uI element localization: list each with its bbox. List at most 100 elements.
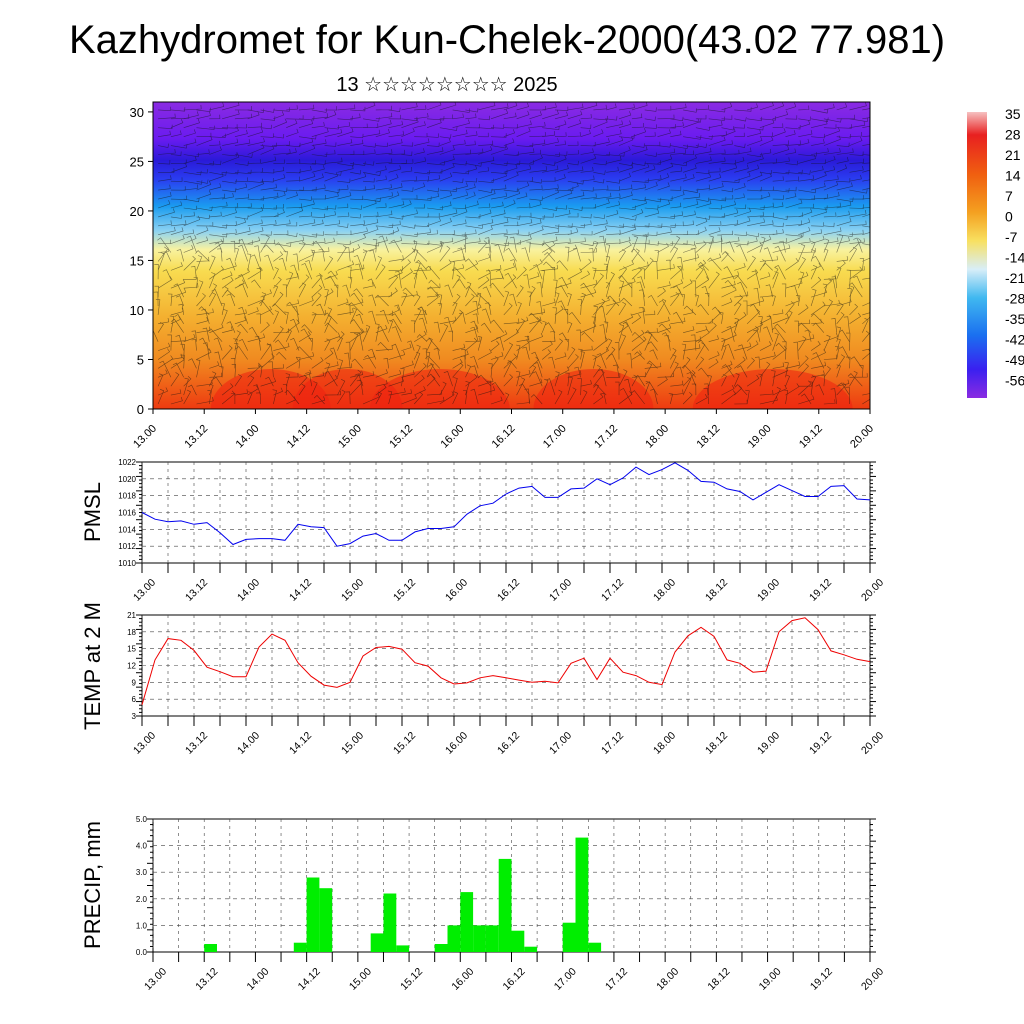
wind-barb: [631, 145, 648, 155]
wind-barb: [593, 273, 604, 289]
wind-barb: [811, 361, 827, 369]
wind-barb: [490, 265, 502, 271]
wind-barb: [401, 292, 408, 307]
wind-barb: [747, 103, 758, 111]
wind-barb: [222, 110, 240, 120]
wind-barb: [375, 256, 383, 271]
x-tick-label: 17.00: [547, 730, 574, 757]
wind-barb: [631, 331, 645, 342]
wind-barb: [682, 377, 692, 396]
wind-barb: [388, 255, 404, 262]
wind-barb: [388, 226, 400, 235]
wind-barb: [631, 122, 645, 128]
wind-barb: [312, 240, 325, 253]
y-tick-label: 6: [132, 695, 137, 704]
wind-barb: [284, 311, 289, 324]
wind-barb: [337, 248, 355, 253]
wind-barb: [292, 306, 300, 324]
x-tick-label: 14.12: [285, 423, 313, 451]
wind-barb: [311, 173, 324, 182]
wind-barb: [452, 232, 466, 237]
wind-barb: [683, 326, 695, 333]
wind-barb: [456, 279, 466, 289]
wind-barb: [758, 373, 763, 387]
wind-barb: [484, 237, 492, 253]
wind-barb: [836, 156, 849, 164]
wind-barb: [503, 171, 519, 182]
wind-barb: [721, 271, 740, 280]
wind-barb: [369, 249, 377, 262]
wind-barb: [606, 129, 622, 137]
wind-barb: [298, 138, 314, 146]
wind-barb: [618, 136, 634, 146]
y-tick-label: 0.0: [136, 948, 148, 957]
wind-barb: [342, 284, 351, 298]
wind-barb: [849, 158, 864, 164]
wind-barb: [529, 154, 543, 164]
x-tick-label: 17.00: [541, 423, 569, 451]
wind-barb: [849, 285, 855, 298]
wind-barb: [622, 321, 633, 333]
wind-barb: [721, 160, 736, 165]
wind-barb: [324, 192, 339, 200]
wind-barb: [567, 212, 579, 218]
wind-barb: [214, 351, 223, 369]
wind-barb: [170, 396, 183, 405]
wind-barb: [482, 286, 492, 298]
wind-barb: [337, 245, 347, 262]
wind-barb: [247, 159, 261, 164]
wind-barb: [337, 212, 350, 218]
wind-barb: [305, 372, 313, 387]
wind-barb: [772, 157, 790, 164]
colorbar-label: -28: [1005, 291, 1024, 307]
wind-barb: [465, 214, 481, 219]
wind-barb: [337, 240, 351, 246]
wind-barb: [636, 281, 645, 298]
wind-barb: [158, 148, 176, 155]
wind-barb: [785, 160, 798, 166]
wind-barb: [580, 345, 593, 351]
wind-barb: [251, 279, 261, 289]
wind-barb: [798, 175, 815, 182]
wind-barb: [670, 167, 683, 173]
wind-barb: [529, 185, 543, 191]
wind-barb: [428, 279, 441, 289]
x-tick-label: 19.12: [807, 577, 834, 604]
wind-barb: [284, 389, 300, 405]
wind-barb: [414, 182, 426, 191]
wind-barb: [426, 375, 436, 387]
wind-barb: [785, 383, 800, 396]
colorbar-label: -7: [1005, 229, 1018, 245]
wind-barb: [222, 228, 237, 235]
wind-barb: [798, 319, 811, 325]
wind-barb: [753, 287, 761, 307]
wind-barb: [763, 247, 773, 262]
precip-panel: 0.01.02.03.04.05.013.00 13.12 14.00 14.12 15…: [80, 815, 886, 993]
wind-barb: [529, 215, 545, 220]
y-tick-label: 10: [130, 303, 144, 318]
wind-barb: [196, 135, 213, 146]
wind-barb: [618, 322, 629, 333]
wind-barb: [529, 166, 548, 173]
wind-barb: [746, 171, 763, 182]
y-tick-label: 20: [130, 204, 144, 219]
wind-barb: [798, 105, 810, 111]
wind-barb: [618, 369, 628, 387]
wind-barb: [426, 229, 438, 235]
wind-barb: [849, 373, 868, 378]
wind-barb: [631, 232, 649, 237]
wind-barb: [503, 353, 518, 369]
wind-barb: [542, 349, 552, 360]
wind-barb: [618, 111, 632, 120]
wind-barb: [324, 157, 343, 164]
wind-barb: [580, 113, 592, 120]
wind-barb: [422, 348, 428, 360]
wind-barb: [444, 316, 453, 333]
wind-barb: [862, 198, 870, 200]
wind-barb: [286, 191, 298, 200]
wind-barb: [567, 180, 584, 185]
wind-barb: [465, 373, 478, 387]
x-tick-label: 19.00: [755, 577, 782, 604]
wind-barb: [605, 272, 615, 289]
